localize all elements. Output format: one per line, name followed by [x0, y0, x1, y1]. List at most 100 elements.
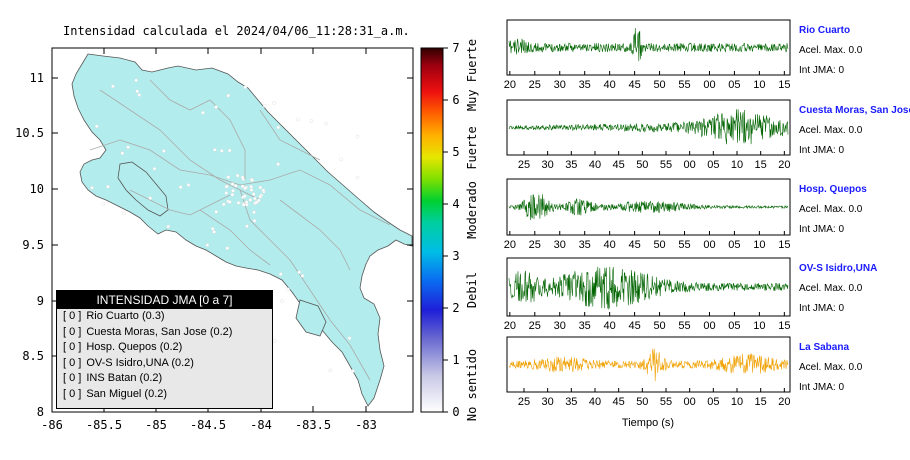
map-lon-tick-label: -83.5	[295, 418, 331, 432]
waveform-panel: 25 30 35 40 45 50 55 00 05 10 15 20 Cuesta Moras, Sa…	[506, 99, 910, 171]
waveform-tick-label: 25	[529, 79, 541, 91]
station-dot	[257, 198, 261, 203]
waveform-frame	[506, 19, 791, 76]
legend-item: [ 0 ] OV-S Isidro,UNA (0.2)	[57, 356, 272, 372]
waveform-tick-label: 55	[678, 320, 690, 332]
waveform-tick-label: 35	[579, 320, 591, 332]
colorbar-category-label: No sentido	[465, 349, 479, 421]
waveform-tick-label: 45	[613, 396, 625, 408]
waveform-tick-label: 10	[731, 159, 743, 171]
waveform-tick-label: 55	[678, 239, 690, 251]
station-dot	[278, 272, 283, 276]
waveform-tick-label: 00	[703, 79, 715, 91]
legend-item-label: Rio Cuarto (0.3)	[86, 310, 165, 322]
station-dot	[324, 121, 328, 126]
waveform-tick-label: 05	[728, 320, 740, 332]
waveform-tick-label: 05	[728, 79, 740, 91]
waveform-panel: 20 25 30 35 40 45 50 55 00 05 10 15 OV-S Isidro,UNA A…	[504, 257, 877, 332]
waveform-tick-label: 40	[589, 396, 601, 408]
colorbar-tick-label: 5	[452, 145, 459, 159]
waveform-tick-label: 15	[778, 239, 790, 251]
waveform-tick-label: 20	[504, 79, 516, 91]
waveform-trace	[508, 266, 789, 310]
waveform-tick-label: 05	[728, 239, 740, 251]
waveform-panel: 20 25 30 35 40 45 50 55 00 05 10 15 Hosp. Quepos Acel…	[504, 178, 867, 251]
station-dot	[253, 196, 257, 201]
station-dot	[249, 188, 254, 192]
station-dot	[297, 270, 302, 274]
station-dot	[355, 134, 360, 139]
waveform-tick-label: 00	[684, 396, 696, 408]
colorbar-tick-label: 4	[452, 197, 459, 211]
waveform-trace	[508, 28, 789, 62]
station-accel-label: Acel. Max. 0.0	[799, 45, 863, 56]
station-jma-label: Int JMA: 0	[799, 145, 844, 156]
station-dot	[252, 218, 257, 223]
waveform-tick-label: 40	[589, 159, 601, 171]
station-dot	[162, 149, 166, 153]
station-dot	[296, 117, 300, 122]
waveform-tick-label: 10	[753, 320, 765, 332]
waveform-tick-label: 25	[518, 159, 530, 171]
map-lat-tick-label: 8.5	[22, 349, 44, 363]
legend-item-label: San Miguel (0.2)	[86, 387, 168, 400]
station-jma-label: Int JMA: 0	[799, 224, 844, 235]
map-lat-tick-label: 11	[30, 71, 44, 85]
station-dot	[106, 184, 110, 189]
station-dot	[262, 104, 267, 108]
station-accel-label: Acel. Max. 0.0	[799, 125, 863, 136]
waveform-tick-label: 45	[628, 239, 640, 251]
legend-item-badge: [ 0 ]	[63, 356, 82, 369]
map-lat-tick-label: 8	[37, 405, 44, 419]
waveform-tick-label: 00	[684, 159, 696, 171]
waveform-tick-label: 30	[542, 396, 554, 408]
station-dot	[351, 369, 355, 373]
waveform-tick-label: 25	[529, 320, 541, 332]
waveform-x-axis-label: Tiempo (s)	[622, 417, 674, 429]
station-dot	[272, 101, 276, 105]
station-dot	[231, 189, 235, 193]
map-lat-tick-label: 9.5	[22, 238, 44, 252]
waveform-tick-label: 50	[653, 239, 665, 251]
station-dot	[261, 188, 266, 193]
station-dot	[214, 105, 218, 109]
legend-item-label: INS Batan (0.2)	[86, 372, 163, 384]
station-dot	[309, 119, 314, 123]
map-lon-tick-label: -85	[145, 418, 167, 432]
waveform-tick-label: 55	[678, 79, 690, 91]
legend-item: [ 0 ] Rio Cuarto (0.3)	[57, 309, 272, 325]
waveform-panels: 20 25 30 35 40 45 50 55 00 05 10 15 Rio Cuarto Acel. …	[504, 19, 910, 408]
station-dot	[213, 148, 217, 152]
waveform-panel: 20 25 30 35 40 45 50 55 00 05 10 15 Rio Cuarto Acel. …	[504, 19, 863, 91]
waveform-tick-label: 20	[504, 239, 516, 251]
station-markers	[90, 78, 360, 379]
legend-item: [ 0 ] INS Batan (0.2)	[57, 371, 272, 387]
station-dot	[328, 368, 333, 373]
station-dot	[236, 201, 241, 205]
colorbar-tick-label: 2	[452, 301, 459, 315]
station-dot	[230, 182, 235, 186]
legend-item-badge: [ 0 ]	[63, 387, 82, 400]
map-lat-tick-label: 9	[37, 294, 44, 308]
station-dot	[210, 226, 215, 231]
legend-item-label: Cuesta Moras, San Jose (0.2)	[86, 325, 233, 338]
waveform-tick-label: 40	[604, 239, 616, 251]
station-dot	[137, 93, 142, 97]
waveform-tick-label: 55	[660, 396, 672, 408]
waveform-tick-label: 45	[613, 159, 625, 171]
waveform-tick-label: 20	[778, 159, 790, 171]
station-dot	[120, 151, 125, 155]
station-dot	[233, 184, 238, 188]
station-dot	[186, 183, 191, 187]
waveform-tick-label: 45	[628, 79, 640, 91]
station-dot	[148, 196, 152, 200]
station-dot	[212, 230, 216, 234]
station-dot	[258, 185, 263, 190]
colorbar-tick-label: 1	[452, 353, 459, 367]
station-dot	[280, 299, 284, 303]
station-name-label: Cuesta Moras, San Jose	[799, 105, 910, 116]
station-jma-label: Int JMA: 0	[799, 303, 844, 314]
waveform-tick-label: 15	[778, 79, 790, 91]
station-dot	[122, 211, 126, 216]
